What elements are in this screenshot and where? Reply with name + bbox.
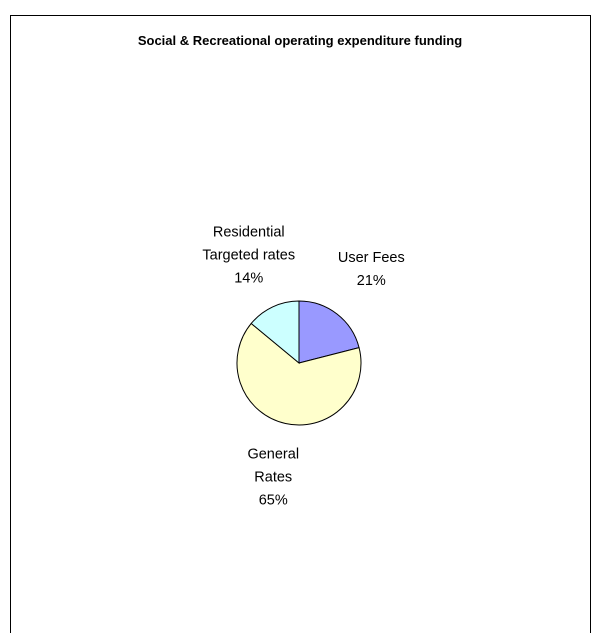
slice-value-label: 65% <box>258 492 288 509</box>
slice-label: User Fees 21% <box>326 247 416 293</box>
chart-frame <box>10 15 591 633</box>
slice-value-label: 21% <box>356 272 386 289</box>
slice-category: Residential Targeted rates <box>202 224 296 264</box>
chart-title: Social & Recreational operating expendit… <box>137 33 463 48</box>
slice-value-label: 14% <box>234 270 264 287</box>
pie-slice <box>298 300 360 364</box>
slice-category: User Fees <box>337 249 405 266</box>
pie-slice <box>236 322 362 426</box>
slice-label: General Rates 65% <box>237 444 309 513</box>
pie-slice <box>250 300 300 365</box>
slice-label: Residential Targeted rates 14% <box>201 222 296 291</box>
slice-category: General Rates <box>247 446 300 486</box>
